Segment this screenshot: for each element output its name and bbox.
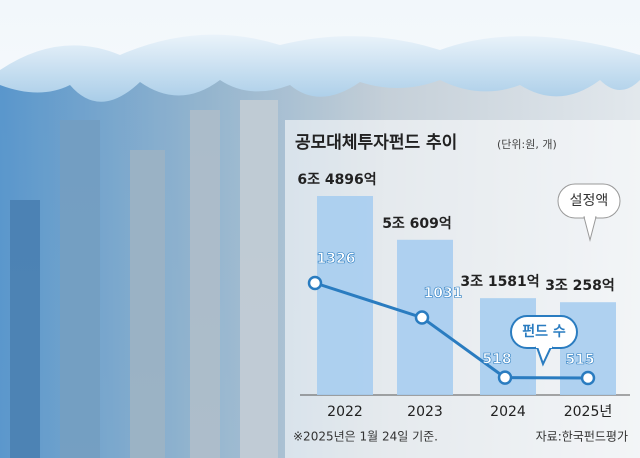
bar-value-label: 5조 609억 [382,216,452,232]
chart-subtitle: (단위:원, 개) [497,138,557,151]
chart-title: 공모대체투자펀드 추이 [295,133,457,153]
legend-label: 펀드 수 [522,324,566,340]
x-tick-label: 2025년 [564,404,613,420]
line-legend-callout: 펀드 수 [510,315,578,367]
line-point [307,275,323,291]
ice-decoration [0,34,640,102]
line-value-label: 1031 [424,286,463,302]
line-series: 1326 1031 518 515 [307,251,596,386]
bar-value-label: 3조 1581억 [460,274,539,290]
line-point [497,370,513,385]
bar-value-label: 3조 258억 [545,278,615,294]
x-tick-label: 2024 [490,404,526,420]
legend-label: 설정액 [570,193,609,209]
line-value-label: 515 [565,352,594,368]
bar-legend-callout: 설정액 [557,183,621,242]
line-value-label: 1326 [317,251,356,267]
x-tick-label: 2023 [407,404,443,420]
source: 자료:한국펀드평가 [536,430,628,444]
x-tick-label: 2022 [327,404,363,420]
note: ※2025년은 1월 24일 기준. [293,430,438,444]
bar [317,196,373,395]
line-value-label: 518 [482,352,511,368]
line-point [580,370,596,386]
line-point [414,310,430,325]
line [314,281,589,380]
bar-value-label: 6조 4896억 [297,172,376,188]
